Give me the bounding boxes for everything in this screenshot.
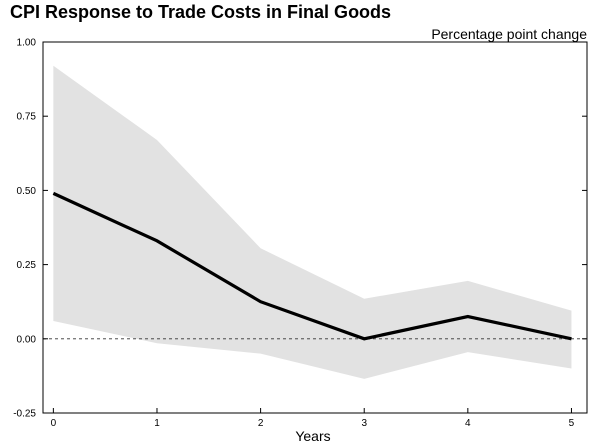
y-tick-label: 0.75 (17, 112, 37, 123)
x-tick-label: 5 (569, 418, 575, 429)
confidence-band-layer (53, 65, 572, 379)
y-tick-label: 0.00 (17, 334, 37, 345)
x-tick-label: 1 (154, 418, 160, 429)
unit-label: Percentage point change (431, 26, 587, 42)
plot-frame-layer (42, 41, 588, 414)
y-tick-label: -0.25 (13, 409, 36, 420)
y-tick-label: 0.25 (17, 260, 37, 271)
tick-layer: 1.00 0.75 0.50 0.25 0.00 -0.25 0 1 2 3 4 5 (13, 38, 587, 429)
chart-title: CPI Response to Trade Costs in Final Goo… (10, 2, 392, 22)
confidence-band (53, 65, 572, 379)
x-tick-label: 2 (258, 418, 264, 429)
y-tick-label: 1.00 (17, 38, 37, 49)
x-axis-title: Years (295, 428, 330, 444)
series-line-layer (52, 191, 572, 341)
plot-frame (42, 41, 588, 414)
x-tick-label: 3 (361, 418, 367, 429)
x-tick-label: 4 (465, 418, 471, 429)
x-tick-label: 0 (51, 418, 57, 429)
series-line-0 (52, 191, 572, 341)
y-tick-label: 0.50 (17, 186, 37, 197)
